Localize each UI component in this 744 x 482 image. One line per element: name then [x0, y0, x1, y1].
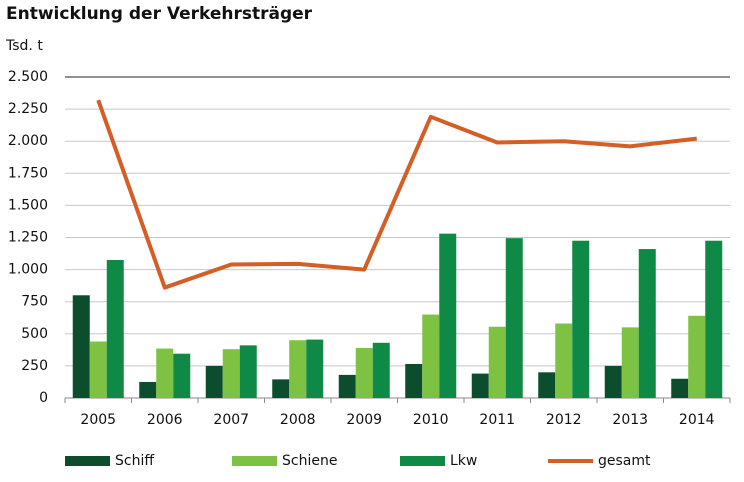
x-tick-label: 2010: [413, 412, 449, 428]
x-tick-label: 2005: [80, 412, 116, 428]
legend-label: Schiene: [282, 453, 337, 469]
bar: [72, 295, 90, 398]
bar: [555, 323, 573, 398]
bar: [205, 365, 223, 398]
x-tick-label: 2012: [546, 412, 582, 428]
y-tick-label: 1.500: [8, 197, 48, 213]
y-tick-label: 750: [21, 294, 48, 310]
bar: [106, 259, 124, 398]
y-tick-label: 2.250: [8, 101, 48, 117]
y-tick-label: 2.000: [8, 133, 48, 149]
legend-swatch: [65, 456, 110, 466]
bar: [355, 347, 373, 398]
y-tick-label: 0: [39, 390, 48, 406]
line: [96, 99, 697, 290]
bar: [405, 363, 423, 398]
bar: [471, 373, 489, 398]
y-tick-label: 2.500: [8, 69, 48, 85]
bar: [89, 341, 107, 398]
legend-swatch: [400, 456, 445, 466]
chart-title: Entwicklung der Verkehrsträger: [6, 4, 313, 24]
bar: [439, 233, 457, 398]
bar: [638, 249, 656, 398]
x-tick-label: 2014: [679, 412, 715, 428]
bar: [338, 374, 356, 398]
bar: [173, 353, 191, 398]
legend-label: gesamt: [598, 453, 651, 469]
bar: [572, 240, 590, 398]
x-tick-label: 2011: [479, 412, 515, 428]
bar: [272, 379, 290, 398]
bar: [671, 378, 689, 398]
bar: [156, 348, 174, 398]
legend-swatch: [232, 456, 277, 466]
bar: [139, 381, 157, 398]
x-tick-label: 2008: [280, 412, 316, 428]
x-tick-label: 2009: [346, 412, 382, 428]
x-tick-label: 2007: [213, 412, 249, 428]
legend-label: Lkw: [450, 453, 477, 469]
y-tick-label: 250: [21, 358, 48, 374]
bar: [372, 342, 390, 398]
bar: [488, 326, 506, 398]
y-tick-label: 1.250: [8, 230, 48, 246]
x-tick-label: 2006: [147, 412, 183, 428]
y-tick-label: 1.000: [8, 262, 48, 278]
y-tick-label: 500: [21, 326, 48, 342]
bar: [505, 238, 523, 398]
bar: [289, 340, 307, 398]
x-tick-label: 2013: [612, 412, 648, 428]
bar: [705, 240, 723, 398]
legend-label: Schiff: [115, 453, 154, 469]
bar: [621, 327, 639, 398]
bar: [422, 314, 440, 398]
bar: [688, 315, 706, 398]
bar: [306, 339, 324, 398]
y-axis-label: Tsd. t: [5, 38, 43, 54]
bar: [222, 349, 240, 398]
bar: [604, 365, 622, 398]
bar: [538, 372, 556, 398]
y-tick-label: 1.750: [8, 165, 48, 181]
bar: [239, 345, 257, 398]
